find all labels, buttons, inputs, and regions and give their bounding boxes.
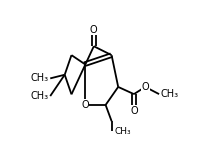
Text: O: O [129,106,137,116]
Text: CH₃: CH₃ [160,89,178,99]
Text: O: O [141,82,148,92]
Text: CH₃: CH₃ [114,127,131,136]
Text: O: O [89,25,97,35]
Text: CH₃: CH₃ [31,91,49,101]
Text: O: O [81,100,88,110]
Text: CH₃: CH₃ [31,73,49,83]
